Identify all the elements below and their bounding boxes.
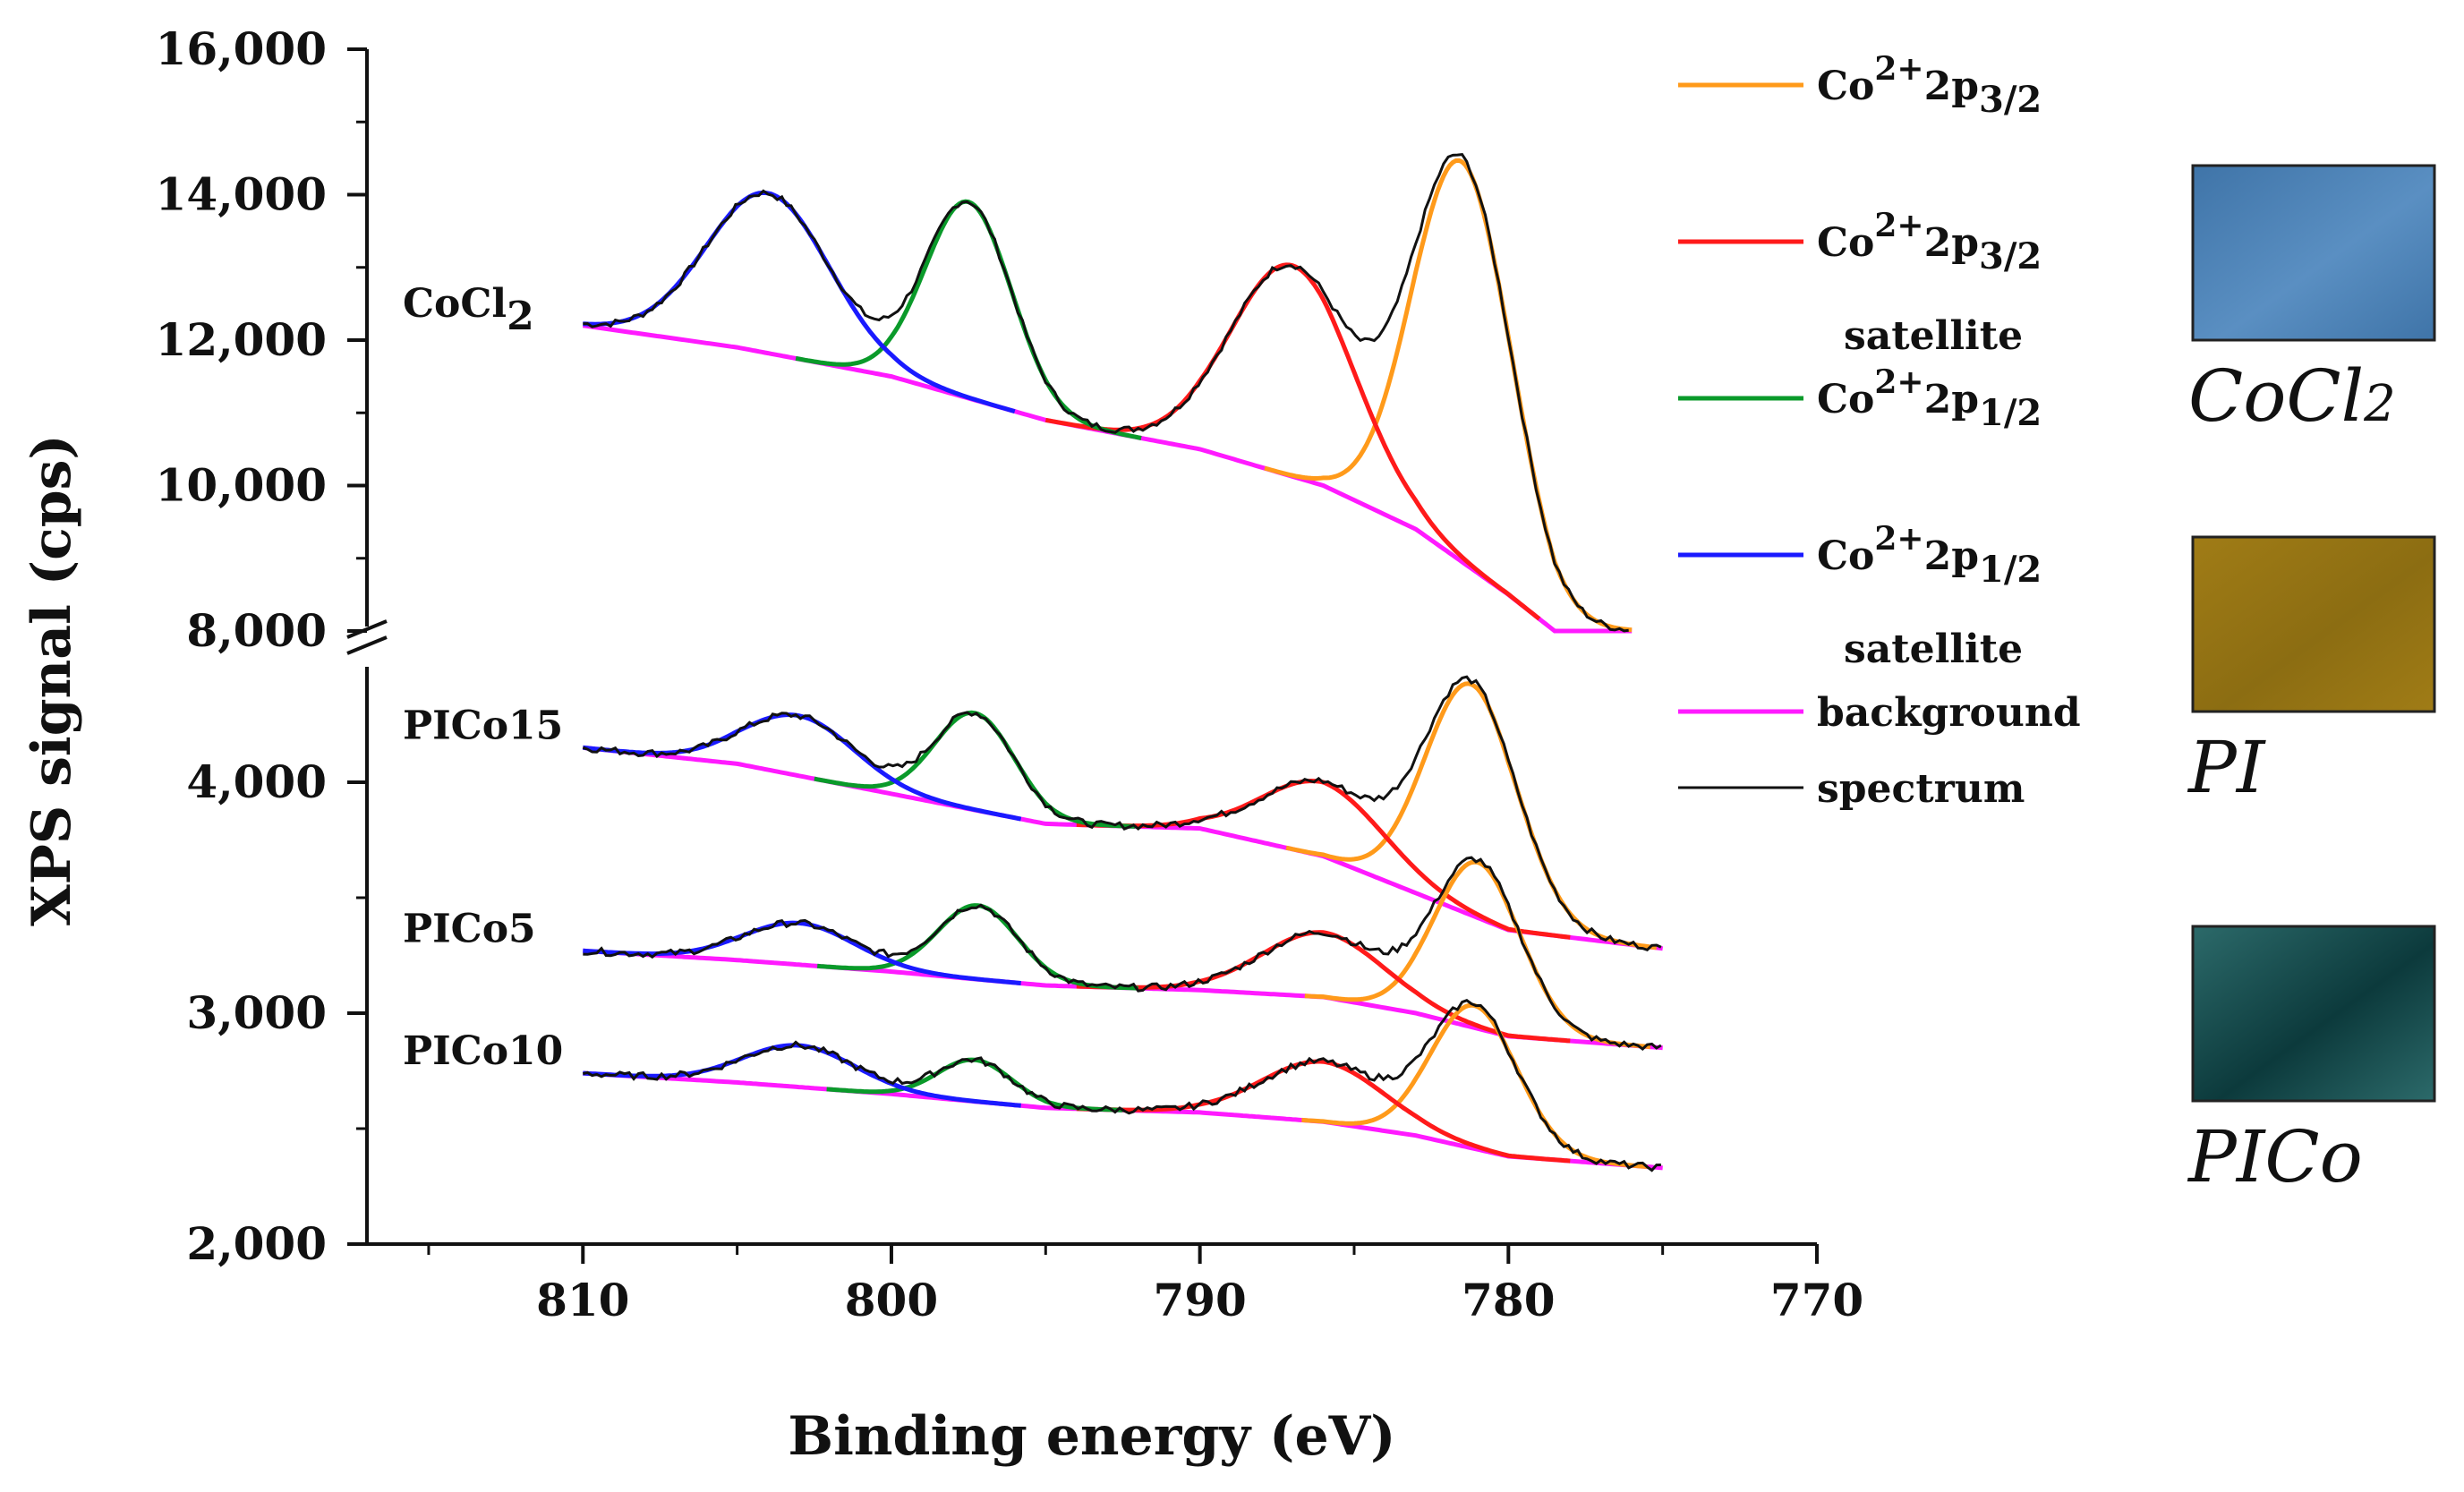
y-tick-label: 2,000 [186,1217,327,1270]
x-tick-label: 810 [536,1274,629,1326]
y-tick-label: 12,000 [156,313,327,366]
swatch-caption-text: CoCl [2188,354,2364,438]
legend-label-base: Co [1817,64,1874,109]
legend-entry: background [1678,690,2081,736]
background-curve [583,745,1664,951]
swatch-image [2191,164,2436,342]
legend-label-orbital: 2p [1924,220,1979,266]
legend-entry: Co2+2p1/2 satellite [1678,520,2042,672]
sample-label-text: PICo5 [403,906,536,951]
sample-label: PICo15 [403,703,563,748]
swatch-caption: PICo [2187,1115,2363,1198]
y-tick-label: 10,000 [156,459,327,512]
x-axis: Binding energy (eV) [367,1242,1817,1468]
sample-label-text: CoCl [403,281,507,327]
background-curve [583,323,1633,634]
sample-label-subscript: 2 [507,294,534,339]
y-tick-label: 3,000 [186,986,327,1039]
sample-label-text: PICo15 [403,703,563,748]
legend-label-orbital: 2p [1924,533,1979,579]
legend-label-base: spectrum [1817,766,2025,812]
y-tick-label: 14,000 [156,168,327,221]
legend-label: spectrum [1817,766,2025,812]
legend-entry: spectrum [1678,766,2025,812]
legend-label-extra: satellite [1844,627,2023,672]
legend-label-subscript: 3/2 [1979,79,2042,121]
peak-fit-curve [795,199,1142,440]
spectrum-curve [582,675,1662,952]
sample-label: PICo10 [403,1028,563,1074]
x-tick-label: 790 [1153,1274,1246,1326]
peak-fit-curve [583,712,1022,822]
spectrum-curve [582,999,1661,1172]
y-axis: XPS signal (cps) [21,49,388,1244]
legend-label-base: Co [1817,377,1874,422]
axis-break-slash-2 [346,635,388,655]
material-swatches: CoCl2 PI PICo [2187,164,2436,1198]
sample-label: CoCl2 [403,281,534,339]
swatch-caption-text: PI [2187,726,2266,809]
y-tick-label: 8,000 [186,604,327,657]
swatch-pico: PICo [2187,925,2436,1198]
y-axis-title: XPS signal (cps) [21,434,83,926]
legend-entry: Co2+2p3/2 [1678,50,2042,121]
legend-label: background [1817,690,2081,736]
swatch-image [2191,535,2436,713]
swatch-caption: CoCl2 [2188,354,2396,438]
sample-pico15 [582,675,1664,952]
swatch-image [2191,925,2436,1103]
peak-fit-curve [583,190,1016,413]
spectrum-curve [583,856,1662,1051]
legend-label: Co2+2p3/2 [1817,207,2042,277]
legend-label-extra: satellite [1844,313,2023,359]
legend-label-orbital: 2p [1924,64,1979,109]
peak-fit-curve [1076,1059,1571,1164]
sample-labels: CoCl2 PICo15 PICo5 PICo10 [403,281,563,1074]
swatch-pi: PI [2187,535,2436,809]
legend-label-base: Co [1817,220,1874,266]
axis-ticks: 810 800 790 780 770 2,000 3,000 4,000 8,000 10,00… [156,22,1864,1326]
legend-label-base: Co [1817,533,1874,579]
legend-label-superscript: 2+ [1874,363,1923,401]
peak-fit-curve [1076,778,1571,940]
x-tick-label: 800 [845,1274,938,1326]
swatch-cocl: CoCl2 [2188,164,2436,438]
x-tick-label: 780 [1462,1274,1555,1326]
swatch-caption: PI [2187,726,2266,809]
legend-label-subscript: 1/2 [1979,392,2042,434]
legend-entry: Co2+2p1/2 [1678,363,2042,434]
peak-fit-curve [1285,681,1658,951]
legend-label-subscript: 3/2 [1979,235,2042,277]
x-tick-label: 770 [1770,1274,1863,1326]
legend-entry: Co2+2p3/2 satellite [1678,207,2042,359]
swatch-caption-text: PICo [2187,1115,2363,1198]
sample-pico5 [583,856,1663,1051]
legend-label-superscript: 2+ [1874,50,1923,88]
peak-fit-curve [583,1043,1021,1108]
sample-cocl2 [583,153,1633,634]
spectrum-curve [583,153,1629,633]
legend-label-subscript: 1/2 [1979,549,2042,591]
legend-label-orbital: 2p [1924,377,1979,422]
legend-label: Co2+2p3/2 [1817,50,2042,121]
legend-label: Co2+2p1/2 [1817,520,2042,591]
swatch-caption-subscript: 2 [2363,375,2396,433]
peak-fit-curve [1304,859,1651,1050]
legend-label: Co2+2p1/2 [1817,363,2042,434]
legend-label-superscript: 2+ [1874,207,1923,244]
y-tick-label: 4,000 [186,755,327,808]
x-axis-title: Binding energy (eV) [788,1405,1395,1468]
legend-label-superscript: 2+ [1874,520,1923,558]
plot-area [582,153,1664,1172]
sample-pico10 [582,999,1663,1172]
legend: Co2+2p3/2Co2+2p3/2satelliteCo2+2p1/2Co2+… [1678,50,2081,812]
y-tick-label: 16,000 [156,22,327,75]
legend-label-base: background [1817,690,2081,736]
peak-fit-curve [1264,158,1633,633]
sample-label: PICo5 [403,906,536,951]
sample-label-text: PICo10 [403,1028,563,1074]
